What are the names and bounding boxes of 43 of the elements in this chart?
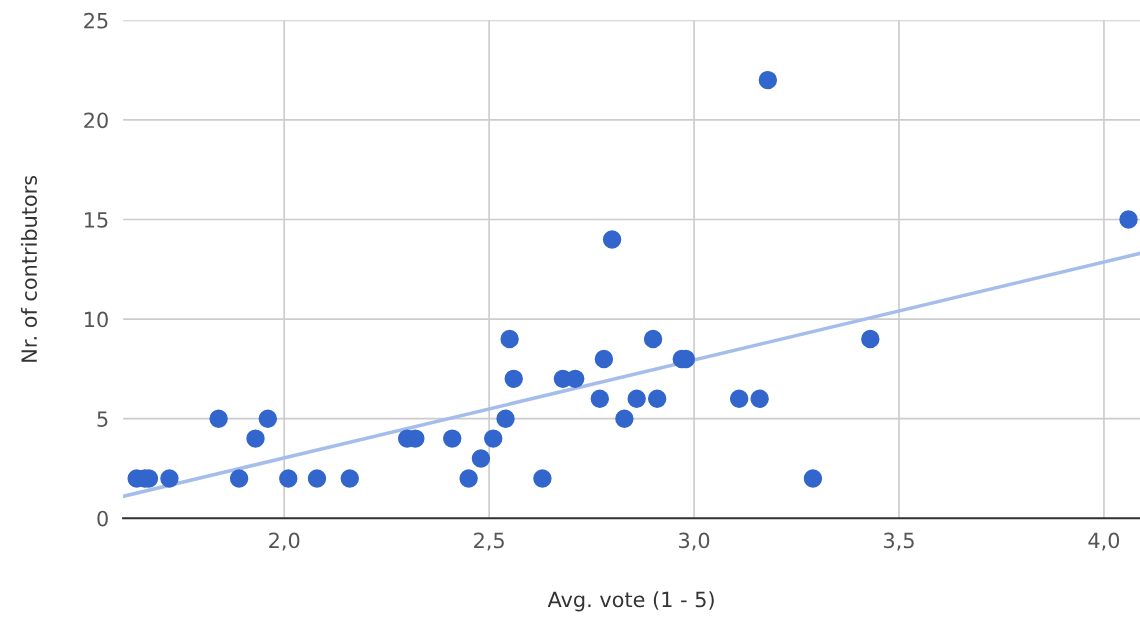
point <box>459 469 478 488</box>
point <box>340 469 359 488</box>
point <box>861 329 880 349</box>
point <box>566 369 585 389</box>
point <box>229 469 249 488</box>
point <box>246 429 265 448</box>
point <box>1119 210 1138 229</box>
y-axis-title: Nr. of contributors <box>20 175 38 362</box>
point <box>496 409 515 428</box>
point <box>500 329 519 349</box>
point <box>504 369 523 389</box>
point <box>750 389 769 408</box>
y-tick-label: 10 <box>85 311 108 328</box>
point <box>279 469 298 488</box>
point <box>627 389 646 408</box>
point <box>647 389 667 408</box>
x-tick-label: 3,0 <box>679 532 710 551</box>
x-tick-label: 2,5 <box>474 532 504 551</box>
x-tick-label: 4,0 <box>1088 532 1120 551</box>
y-tick-label: 15 <box>85 212 108 228</box>
point <box>443 429 462 448</box>
point <box>615 409 634 428</box>
point <box>803 469 823 488</box>
point <box>484 429 503 448</box>
point <box>258 409 278 428</box>
point <box>533 469 552 488</box>
x-tick-label: 2,0 <box>269 532 300 551</box>
y-tick-label: 25 <box>84 12 108 29</box>
point <box>594 349 614 369</box>
point <box>471 449 491 468</box>
y-tick-label: 5 <box>97 411 108 427</box>
point <box>602 230 622 249</box>
point <box>307 469 327 488</box>
point <box>209 409 228 428</box>
x-tick-label: 3,5 <box>884 532 914 551</box>
y-tick-label: 0 <box>97 510 108 527</box>
point <box>590 389 609 408</box>
y-tick-label: 20 <box>84 112 108 129</box>
point <box>160 469 179 488</box>
point <box>643 329 663 349</box>
point <box>758 70 778 90</box>
x-axis-title: Avg. vote (1 - 5) <box>547 591 714 612</box>
point <box>729 389 749 408</box>
